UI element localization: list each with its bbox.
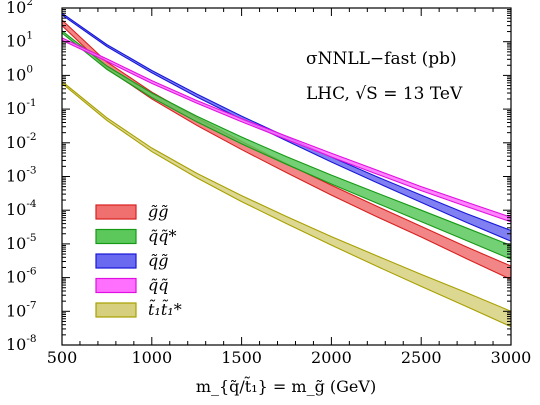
y-tick-labels: 102 101 100 10-1 10-2 10-3 10-4 10-5 10-6 10-7 10-… [6,0,37,354]
legend-label: q̃q̃* [148,227,176,246]
bands-layer [62,12,511,328]
band-series-4 [62,80,511,328]
band-series-2 [62,12,511,242]
x-tick-label: 2000 [311,348,352,367]
y-tick-label: 10-2 [6,131,37,152]
legend-label: t̃₁t̃₁* [148,299,182,319]
x-tick-label: 1500 [221,348,262,367]
ticks-layer [61,7,512,346]
x-tick-label: 3000 [491,348,532,367]
plot-frame [61,7,512,346]
y-tick-label: 10-4 [6,198,37,219]
y-tick-label: 10-6 [6,266,37,287]
x-tick-labels: 500 1000 1500 2000 2500 3000 [47,348,532,367]
y-tick-label: 10-7 [6,299,37,320]
annotation-line1: σNNLL−fast (pb) [306,49,457,69]
legend-label: g̃g̃ [148,202,168,221]
legend: g̃g̃ q̃q̃* q̃g̃ q̃q̃ t̃₁t̃₁* [95,202,182,319]
legend-label: q̃q̃ [148,276,168,295]
legend-swatch [95,228,137,245]
legend-swatch [95,277,137,294]
x-axis-title: m_{q̃/t̃₁} = m_g̃ (GeV) [196,376,376,396]
annotation-line2: LHC, √S = 13 TeV [306,84,463,104]
legend-swatch [95,253,137,269]
x-tick-label: 500 [47,348,78,367]
x-tick-label: 2500 [401,348,442,367]
y-tick-label: 101 [6,30,33,51]
band-series-1 [62,30,511,260]
y-tick-label: 10-1 [6,97,37,118]
y-tick-label: 10-5 [6,232,37,253]
y-tick-label: 102 [6,0,33,17]
y-tick-label: 10-3 [6,165,37,186]
legend-swatch [95,302,137,318]
x-tick-label: 1000 [131,348,172,367]
legend-label: q̃g̃ [148,251,168,270]
band-series-3 [62,37,511,223]
y-tick-label: 100 [6,63,33,84]
y-tick-label: 10-8 [6,333,37,354]
legend-swatch [95,204,137,220]
